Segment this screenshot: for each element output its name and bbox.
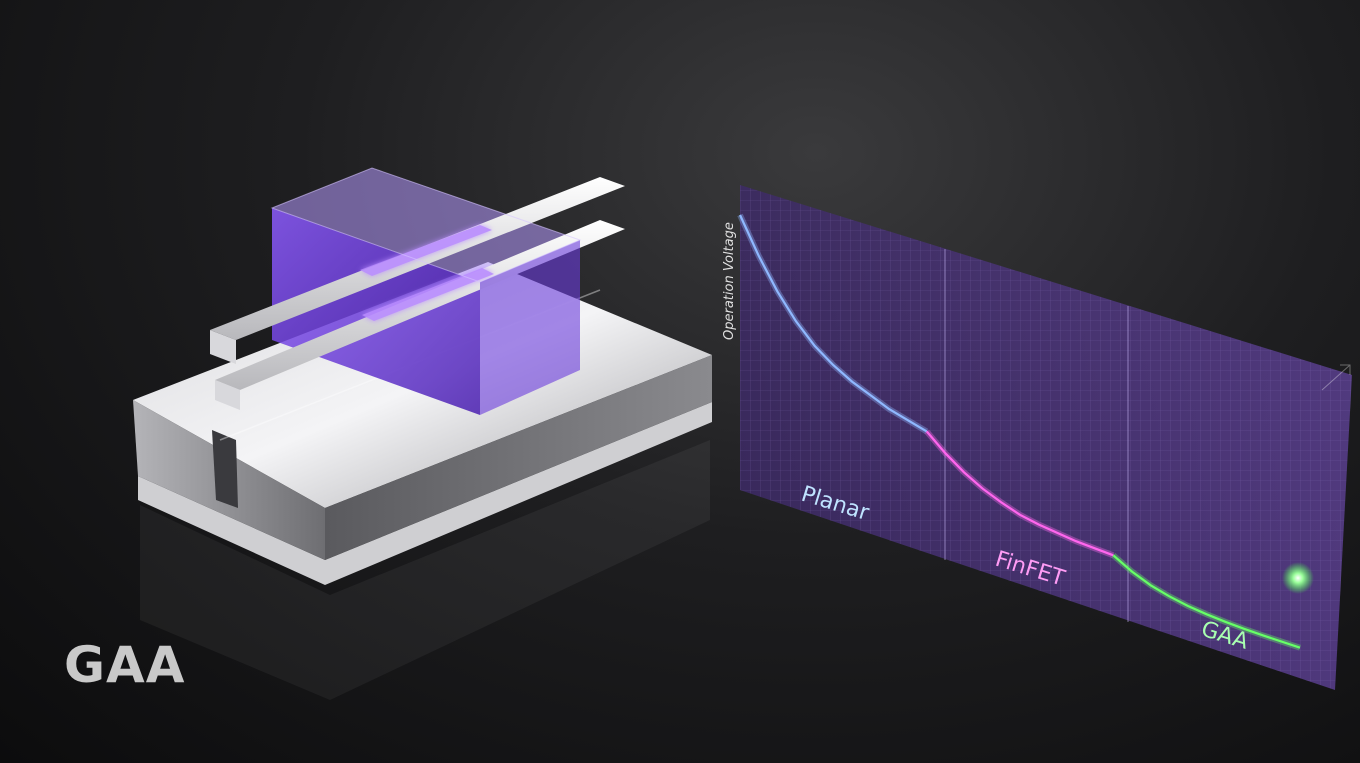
series-line-finfet [925,430,1114,557]
series-line-planar [739,214,928,433]
corner-arrow-icon [1321,364,1351,391]
y-axis-label: Operation Voltage [722,222,737,340]
transistor-illustration [133,167,712,700]
endpoint-glow [1282,562,1314,594]
voltage-chart: Operation Voltage Planar FinFET GAA [722,185,1352,690]
series-line-gaa [1112,554,1301,649]
caption-gaa: GAA [64,636,186,694]
